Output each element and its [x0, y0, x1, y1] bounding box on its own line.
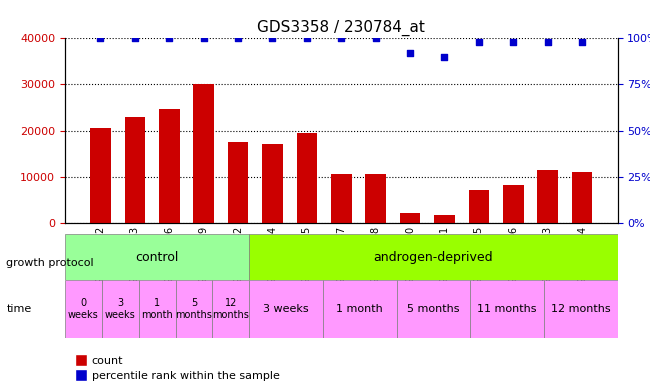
- Text: 12 months: 12 months: [551, 304, 610, 314]
- Point: [405, 50, 415, 56]
- Bar: [90, 128, 110, 223]
- Bar: [503, 185, 524, 223]
- FancyBboxPatch shape: [138, 280, 176, 338]
- FancyBboxPatch shape: [102, 280, 138, 338]
- Point: [164, 35, 174, 41]
- Text: 0
weeks: 0 weeks: [68, 298, 99, 320]
- Title: GDS3358 / 230784_at: GDS3358 / 230784_at: [257, 20, 425, 36]
- Point: [267, 35, 278, 41]
- FancyBboxPatch shape: [544, 280, 618, 338]
- Bar: [572, 172, 592, 223]
- Text: 5
months: 5 months: [176, 298, 213, 320]
- Bar: [159, 109, 179, 223]
- Point: [370, 35, 381, 41]
- Bar: [365, 174, 386, 223]
- Point: [233, 35, 243, 41]
- Point: [198, 35, 209, 41]
- FancyBboxPatch shape: [396, 280, 470, 338]
- Bar: [331, 174, 352, 223]
- FancyBboxPatch shape: [65, 234, 249, 280]
- Text: 11 months: 11 months: [477, 304, 537, 314]
- Bar: [400, 213, 421, 223]
- Bar: [193, 84, 214, 223]
- Legend: count, percentile rank within the sample: count, percentile rank within the sample: [71, 351, 284, 384]
- FancyBboxPatch shape: [249, 280, 323, 338]
- Text: 1
month: 1 month: [141, 298, 173, 320]
- Text: 3
weeks: 3 weeks: [105, 298, 136, 320]
- Point: [577, 39, 587, 45]
- Text: androgen-deprived: androgen-deprived: [374, 251, 493, 264]
- Point: [439, 54, 450, 60]
- FancyBboxPatch shape: [176, 280, 213, 338]
- Bar: [262, 144, 283, 223]
- Bar: [434, 215, 455, 223]
- FancyBboxPatch shape: [65, 280, 102, 338]
- Text: 1 month: 1 month: [336, 304, 383, 314]
- Text: control: control: [135, 251, 179, 264]
- Bar: [296, 133, 317, 223]
- Point: [302, 35, 312, 41]
- Point: [96, 35, 106, 41]
- Point: [474, 39, 484, 45]
- Text: 12
months: 12 months: [213, 298, 249, 320]
- Text: time: time: [6, 304, 32, 314]
- Bar: [538, 170, 558, 223]
- Text: 5 months: 5 months: [407, 304, 460, 314]
- Point: [336, 35, 346, 41]
- Point: [129, 35, 140, 41]
- FancyBboxPatch shape: [213, 280, 249, 338]
- Bar: [125, 117, 145, 223]
- Point: [508, 39, 519, 45]
- FancyBboxPatch shape: [249, 234, 618, 280]
- FancyBboxPatch shape: [470, 280, 544, 338]
- Text: 3 weeks: 3 weeks: [263, 304, 309, 314]
- Text: growth protocol: growth protocol: [6, 258, 94, 268]
- FancyBboxPatch shape: [323, 280, 396, 338]
- Bar: [469, 190, 489, 223]
- Bar: [227, 142, 248, 223]
- Point: [543, 39, 553, 45]
